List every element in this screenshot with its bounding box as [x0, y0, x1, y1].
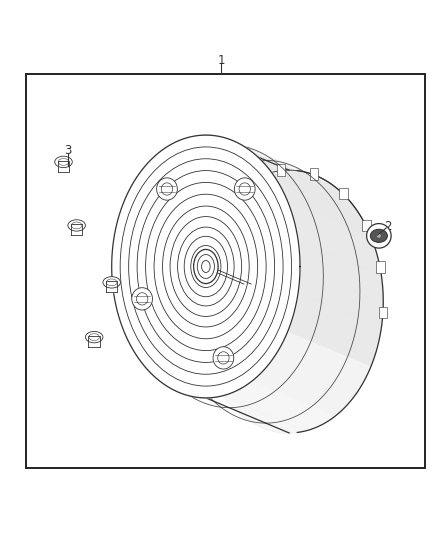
Polygon shape — [112, 135, 300, 398]
Ellipse shape — [234, 178, 255, 200]
FancyBboxPatch shape — [363, 220, 371, 231]
FancyBboxPatch shape — [376, 261, 385, 273]
FancyBboxPatch shape — [238, 181, 247, 193]
Bar — [26, 74, 425, 468]
FancyBboxPatch shape — [208, 220, 216, 231]
Polygon shape — [88, 336, 100, 347]
Circle shape — [367, 223, 391, 248]
FancyBboxPatch shape — [277, 164, 286, 176]
FancyBboxPatch shape — [379, 306, 388, 318]
Text: 3: 3 — [64, 144, 71, 157]
Polygon shape — [124, 332, 371, 433]
Ellipse shape — [55, 156, 72, 167]
Ellipse shape — [213, 346, 234, 369]
Polygon shape — [253, 152, 383, 415]
Ellipse shape — [132, 288, 152, 310]
Ellipse shape — [370, 229, 387, 243]
Polygon shape — [71, 224, 82, 235]
Polygon shape — [58, 161, 69, 172]
FancyBboxPatch shape — [310, 168, 318, 180]
Ellipse shape — [68, 220, 85, 231]
Ellipse shape — [194, 249, 218, 284]
Ellipse shape — [85, 332, 103, 343]
Text: 1: 1 — [217, 54, 225, 67]
Ellipse shape — [103, 277, 120, 288]
Polygon shape — [106, 281, 117, 292]
Circle shape — [377, 234, 381, 238]
Text: 2: 2 — [384, 220, 392, 233]
Polygon shape — [124, 135, 371, 236]
FancyBboxPatch shape — [339, 188, 348, 199]
FancyBboxPatch shape — [194, 261, 203, 273]
Ellipse shape — [157, 178, 177, 200]
